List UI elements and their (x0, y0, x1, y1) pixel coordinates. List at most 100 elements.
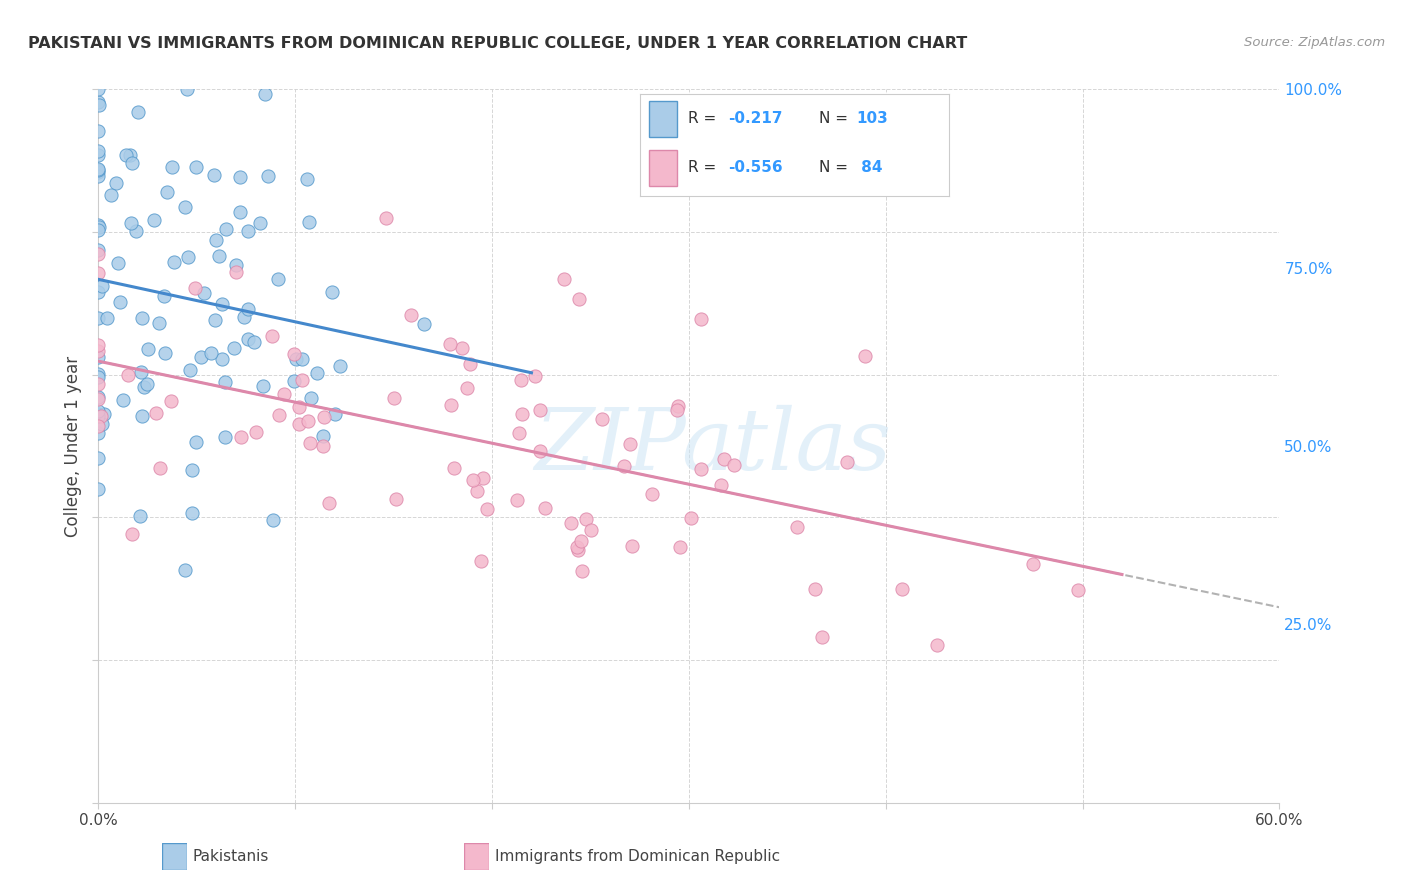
Point (134, 380, 156, 394)
Point (121, 526, 143, 541)
Bar (650, 150, 676, 186)
Point (149, 461, 172, 475)
Point (472, 470, 495, 484)
Point (463, 473, 485, 487)
Point (273, 386, 295, 401)
Point (87, 343, 110, 358)
Point (176, 82, 198, 96)
Point (666, 403, 689, 417)
Point (257, 169, 280, 184)
Point (579, 524, 602, 538)
Point (87, 266, 110, 280)
Point (87, 124, 110, 138)
Point (87, 169, 110, 183)
Point (153, 288, 176, 302)
Point (571, 533, 593, 548)
Point (87, 367, 110, 381)
Point (87, 144, 110, 158)
Point (93, 408, 115, 422)
Point (295, 171, 318, 186)
Point (87, 163, 110, 178)
Point (524, 369, 547, 384)
Point (91, 279, 114, 293)
Point (713, 452, 735, 467)
Point (87, 390, 110, 404)
Point (107, 255, 129, 269)
Point (87, 392, 110, 406)
Point (236, 302, 259, 317)
Text: R =: R = (688, 112, 721, 127)
Point (225, 265, 247, 279)
Point (87, 377, 110, 392)
Point (321, 285, 343, 299)
Point (120, 216, 142, 230)
Point (669, 540, 692, 554)
Point (153, 346, 176, 360)
Point (249, 216, 271, 230)
Point (136, 377, 159, 392)
Point (87, 219, 110, 233)
Point (87, 418, 110, 433)
Point (283, 347, 305, 361)
Point (529, 403, 551, 417)
Point (174, 563, 197, 577)
Point (640, 487, 662, 501)
Point (283, 374, 305, 388)
Point (228, 169, 250, 184)
Point (399, 308, 422, 322)
Point (679, 511, 702, 525)
Point (87, 404, 110, 418)
Point (214, 375, 236, 389)
Point (804, 582, 827, 597)
Point (236, 332, 259, 346)
Point (553, 271, 575, 285)
Point (329, 359, 352, 374)
Point (323, 407, 346, 421)
Point (591, 411, 613, 425)
Point (891, 582, 914, 597)
Point (1022, 557, 1045, 571)
Point (90, 409, 112, 423)
Point (853, 349, 876, 363)
Point (508, 426, 530, 441)
Point (225, 258, 247, 272)
Point (252, 379, 274, 393)
Point (260, 329, 283, 343)
Point (254, 87, 277, 102)
Point (288, 401, 311, 415)
Point (470, 554, 492, 568)
Point (163, 255, 186, 269)
Point (193, 286, 215, 301)
Text: 84: 84 (856, 160, 883, 175)
Point (835, 455, 858, 469)
Point (291, 373, 314, 387)
Point (87, 244, 110, 258)
Point (1067, 583, 1090, 598)
Point (451, 342, 474, 356)
Point (87, 98, 110, 112)
Point (318, 496, 340, 510)
Point (89, 219, 111, 234)
Point (148, 316, 170, 330)
Point (568, 293, 591, 307)
Point (312, 409, 335, 424)
Point (229, 429, 252, 443)
Point (298, 436, 321, 450)
Point (87, 285, 110, 300)
Point (160, 160, 183, 174)
Point (560, 516, 582, 530)
Point (291, 351, 314, 366)
Point (567, 540, 589, 554)
Text: N =: N = (820, 112, 853, 127)
Bar (650, 101, 676, 136)
Point (202, 168, 225, 182)
Point (477, 501, 499, 516)
Point (233, 310, 256, 324)
Point (298, 215, 321, 229)
Text: PAKISTANI VS IMMIGRANTS FROM DOMINICAN REPUBLIC COLLEGE, UNDER 1 YEAR CORRELATIO: PAKISTANI VS IMMIGRANTS FROM DOMINICAN R… (28, 36, 967, 51)
Point (114, 147, 136, 161)
Point (87, 161, 110, 176)
Point (811, 630, 834, 644)
Point (87, 350, 110, 364)
Point (267, 409, 290, 423)
